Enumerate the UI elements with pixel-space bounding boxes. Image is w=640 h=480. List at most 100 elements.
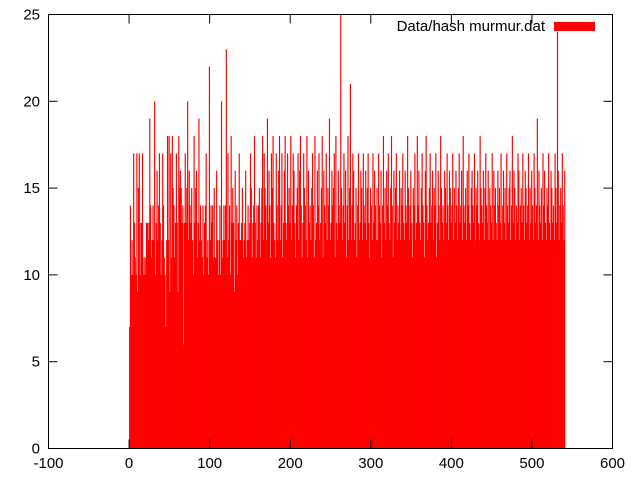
histogram-bar <box>255 257 257 449</box>
histogram-bar <box>366 188 368 449</box>
histogram-bar <box>295 257 297 449</box>
histogram-bar <box>198 118 200 449</box>
histogram-bar <box>513 170 515 449</box>
histogram-bar <box>477 222 480 449</box>
histogram-bar <box>446 153 448 449</box>
histogram-bar <box>510 240 512 449</box>
histogram-bar <box>360 170 362 449</box>
histogram-bar <box>282 257 284 449</box>
histogram-bar <box>162 153 164 449</box>
histogram-bar <box>470 188 472 449</box>
histogram-bar <box>232 188 234 449</box>
histogram-bar <box>492 240 494 449</box>
histogram-bar <box>265 205 267 449</box>
histogram-bar <box>336 222 338 449</box>
histogram-bar <box>301 257 303 449</box>
histogram-bar <box>252 222 254 449</box>
histogram-bar <box>429 153 431 449</box>
y-tick-label: 5 <box>32 354 40 371</box>
histogram-bar <box>497 170 499 449</box>
histogram-bar <box>161 240 163 449</box>
histogram-bar <box>494 188 497 449</box>
histogram-bar <box>185 222 187 449</box>
histogram-bar <box>341 240 343 449</box>
histogram-bar <box>146 222 148 449</box>
histogram-bar <box>338 205 340 449</box>
histogram-bar <box>500 153 502 449</box>
histogram-bar <box>423 222 425 449</box>
histogram-bar <box>354 222 356 449</box>
histogram-bar <box>199 205 202 449</box>
histogram-bar <box>282 222 285 449</box>
histogram-bar <box>292 153 294 449</box>
histogram-bar <box>392 257 394 449</box>
histogram-bar <box>325 153 327 449</box>
histogram-bar <box>564 170 566 449</box>
histogram-bar <box>408 240 410 449</box>
histogram-bar <box>349 83 351 449</box>
histogram-bar <box>419 240 422 449</box>
histogram-bar <box>312 205 314 449</box>
histogram-bar <box>335 136 337 449</box>
histogram-bar <box>345 257 347 449</box>
histogram-bar <box>317 205 319 449</box>
histogram-bar <box>300 205 302 449</box>
histogram-bar <box>332 205 334 449</box>
histogram-bar <box>481 205 483 449</box>
histogram-bar <box>227 153 229 449</box>
histogram-bar <box>557 170 559 449</box>
histogram-bar <box>261 188 263 449</box>
histogram-bar <box>230 136 232 449</box>
histogram-bar <box>327 188 329 449</box>
histogram-bar <box>147 240 149 449</box>
histogram-bar <box>334 257 336 449</box>
histogram-bar <box>464 222 466 449</box>
histogram-bar <box>179 170 181 449</box>
histogram-bar <box>285 222 287 449</box>
histogram-bar <box>226 257 228 449</box>
histogram-bar <box>270 257 272 449</box>
histogram-bar <box>247 205 249 449</box>
histogram-bar <box>299 170 301 449</box>
histogram-bar <box>507 222 509 449</box>
histogram-bar <box>361 240 364 449</box>
histogram-bar <box>472 205 474 449</box>
histogram-bar <box>498 205 500 449</box>
histogram-bar <box>153 240 155 449</box>
histogram-bar <box>477 170 479 449</box>
histogram-bar <box>197 222 199 449</box>
histogram-bar <box>389 240 391 449</box>
histogram-bar <box>133 153 135 449</box>
histogram-bar <box>547 205 549 449</box>
histogram-bar <box>251 257 253 449</box>
histogram-bar <box>436 222 439 449</box>
histogram-bar <box>345 170 347 449</box>
histogram-bar <box>239 240 241 449</box>
histogram-bar <box>383 222 385 449</box>
histogram-bar <box>194 222 196 449</box>
histogram-bar <box>417 205 419 449</box>
histogram-bar <box>346 205 348 449</box>
histogram-bar <box>416 136 418 449</box>
histogram-bar <box>502 170 505 449</box>
x-tick-label: -100 <box>33 455 63 472</box>
histogram-bar <box>451 205 453 449</box>
histogram-bar <box>412 188 414 449</box>
histogram-bar <box>474 240 476 449</box>
histogram-bar <box>191 240 194 449</box>
histogram-bar <box>475 188 477 449</box>
histogram-bar <box>494 205 496 449</box>
histogram-bar <box>358 240 360 449</box>
histogram-bar <box>461 240 463 449</box>
histogram-bar <box>175 222 177 449</box>
histogram-bar <box>307 170 310 449</box>
histogram-bar <box>378 205 380 449</box>
histogram-bar <box>224 205 227 449</box>
x-tick-label: 200 <box>278 455 303 472</box>
histogram-bar <box>401 205 403 449</box>
histogram-bar <box>271 188 273 449</box>
histogram-bar <box>294 222 296 449</box>
histogram-bar <box>260 222 262 449</box>
histogram-bar <box>293 170 295 449</box>
histogram-bar <box>233 292 235 449</box>
